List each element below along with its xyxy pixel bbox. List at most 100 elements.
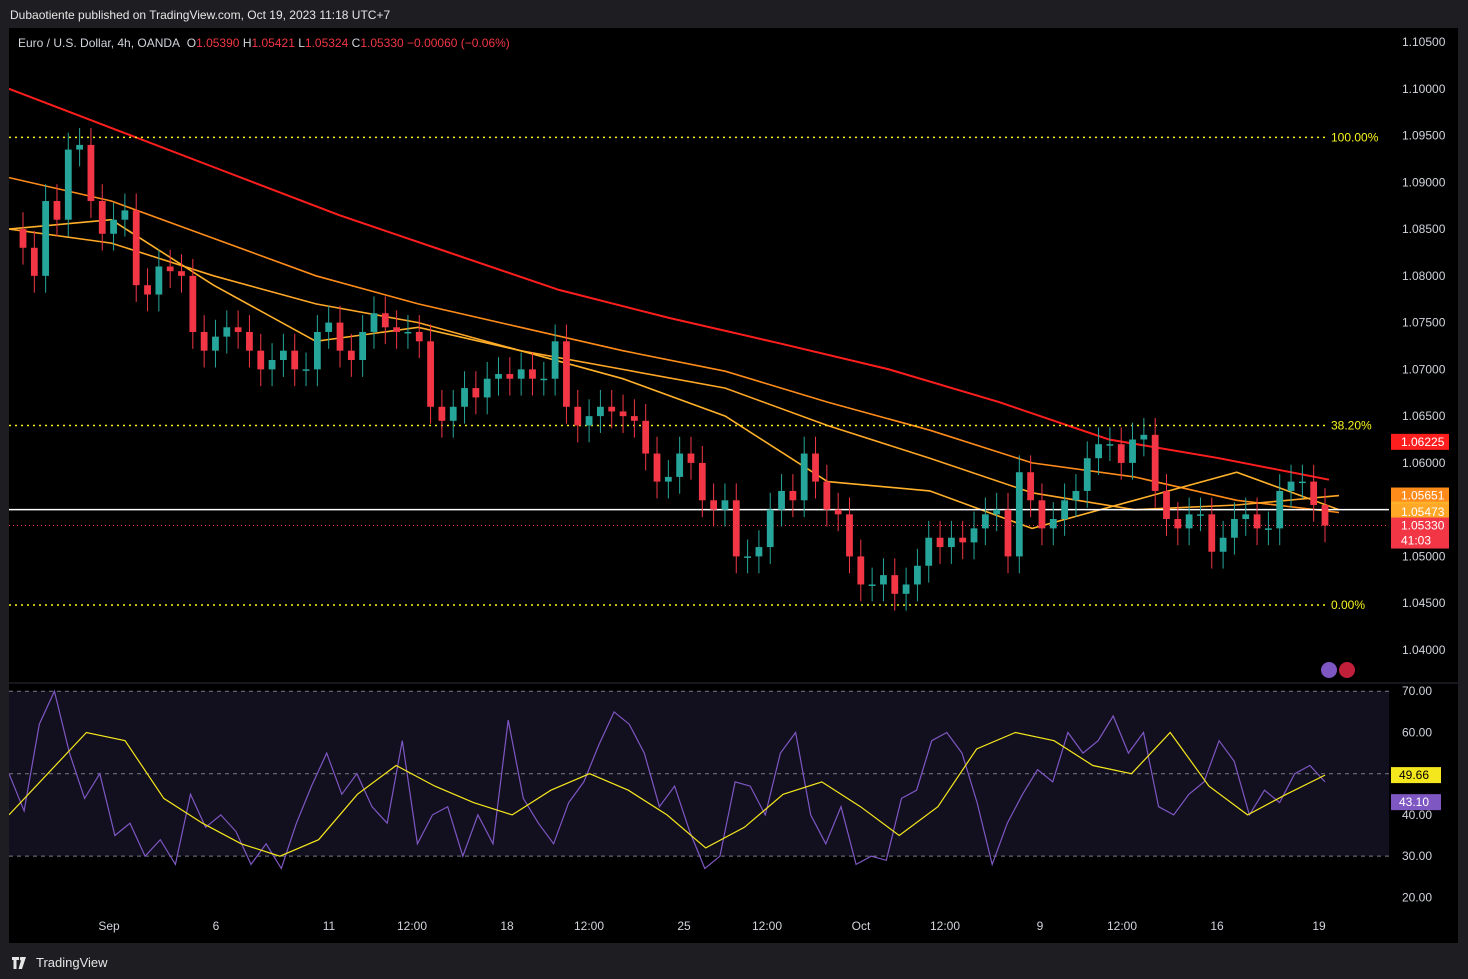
chart-panel[interactable]: 1.10500 1.10000 1.09500 1.09000 1.08500 1.080… — [9, 28, 1458, 943]
chart-canvas[interactable]: 1.10500 1.10000 1.09500 1.09000 1.08500 1.080… — [9, 28, 1458, 943]
candle-body[interactable] — [1061, 500, 1068, 520]
candle-body[interactable] — [812, 453, 819, 482]
candle-body[interactable] — [291, 350, 299, 370]
candle-body[interactable] — [155, 266, 163, 295]
candle-body[interactable] — [529, 369, 536, 379]
candle-body[interactable] — [1038, 500, 1046, 529]
candle-body[interactable] — [1197, 514, 1204, 516]
candle-body[interactable] — [1185, 514, 1193, 529]
candle-body[interactable] — [732, 500, 740, 557]
candle-body[interactable] — [1253, 514, 1261, 529]
candle-body[interactable] — [755, 547, 763, 557]
candle-body[interactable] — [449, 406, 457, 421]
candle-body[interactable] — [1004, 509, 1012, 557]
candle-body[interactable] — [415, 331, 423, 342]
candle-body[interactable] — [1129, 439, 1136, 463]
candle-body[interactable] — [846, 514, 853, 557]
candle-body[interactable] — [1219, 537, 1227, 552]
candle-body[interactable] — [1095, 444, 1102, 459]
candle-body[interactable] — [483, 378, 491, 398]
candle-body[interactable] — [1151, 434, 1159, 491]
candle-body[interactable] — [42, 201, 50, 276]
candle-body[interactable] — [30, 247, 38, 276]
candle-body[interactable] — [970, 528, 978, 543]
candle-body[interactable] — [325, 322, 333, 332]
candle-body[interactable] — [370, 313, 378, 332]
candle-body[interactable] — [347, 350, 355, 361]
candle-body[interactable] — [914, 565, 921, 585]
candle-body[interactable] — [880, 575, 887, 585]
candle-body[interactable] — [495, 374, 502, 379]
candle-body[interactable] — [268, 360, 276, 370]
candle-body[interactable] — [1027, 472, 1035, 501]
candle-body[interactable] — [687, 453, 695, 463]
candle-body[interactable] — [302, 369, 310, 371]
candle-body[interactable] — [427, 341, 434, 407]
candle-body[interactable] — [540, 378, 548, 381]
candle-body[interactable] — [144, 285, 151, 295]
candle-body[interactable] — [234, 327, 242, 332]
candle-body[interactable] — [766, 509, 774, 548]
candle-body[interactable] — [1049, 519, 1057, 529]
candle-body[interactable] — [280, 350, 287, 361]
candle-body[interactable] — [698, 462, 706, 501]
candle-body[interactable] — [789, 490, 797, 501]
candle-body[interactable] — [1163, 490, 1170, 520]
candle-body[interactable] — [630, 416, 638, 421]
candle-body[interactable] — [1072, 490, 1080, 501]
candle-body[interactable] — [1298, 481, 1306, 484]
candle-body[interactable] — [1117, 444, 1125, 463]
candle-body[interactable] — [959, 537, 967, 543]
candle-body[interactable] — [200, 331, 208, 351]
candle-body[interactable] — [551, 341, 559, 379]
candle-body[interactable] — [404, 331, 412, 334]
candle-body[interactable] — [574, 406, 582, 426]
candle-body[interactable] — [744, 556, 751, 558]
candle-body[interactable] — [53, 201, 61, 220]
candle-body[interactable] — [619, 411, 627, 417]
candle-body[interactable] — [110, 219, 117, 234]
candle-body[interactable] — [1015, 472, 1023, 557]
lightning-icon[interactable] — [1321, 662, 1337, 678]
candle-body[interactable] — [676, 453, 684, 477]
candle-body[interactable] — [902, 584, 910, 594]
candle-body[interactable] — [438, 406, 446, 421]
candle-body[interactable] — [981, 514, 989, 529]
candle-body[interactable] — [1208, 514, 1216, 552]
candle-body[interactable] — [19, 229, 27, 248]
candle-body[interactable] — [823, 481, 831, 510]
candle-body[interactable] — [585, 416, 593, 426]
candle-body[interactable] — [223, 327, 231, 337]
candle-body[interactable] — [993, 509, 1001, 515]
candle-body[interactable] — [132, 210, 140, 286]
candle-body[interactable] — [1310, 481, 1318, 505]
candle-body[interactable] — [1174, 519, 1182, 529]
candle-body[interactable] — [517, 369, 525, 379]
candle-body[interactable] — [472, 388, 480, 398]
candle-body[interactable] — [336, 322, 344, 351]
candle-body[interactable] — [778, 490, 785, 510]
candle-body[interactable] — [166, 266, 174, 272]
candle-body[interactable] — [1242, 514, 1250, 520]
candle-body[interactable] — [857, 556, 865, 585]
candle-body[interactable] — [1287, 481, 1295, 491]
candle-body[interactable] — [212, 336, 219, 351]
candle-body[interactable] — [1083, 458, 1091, 491]
candle-body[interactable] — [1140, 434, 1148, 440]
candle-body[interactable] — [121, 210, 129, 220]
candle-body[interactable] — [563, 341, 570, 407]
candle-body[interactable] — [834, 509, 842, 515]
candle-body[interactable] — [1276, 490, 1284, 529]
candle-body[interactable] — [664, 476, 672, 482]
candle-body[interactable] — [597, 406, 604, 417]
candle-body[interactable] — [381, 313, 389, 328]
candle-body[interactable] — [891, 575, 899, 594]
candle-body[interactable] — [710, 500, 718, 510]
candle-body[interactable] — [98, 201, 106, 234]
candle-body[interactable] — [1321, 504, 1329, 526]
candle-body[interactable] — [653, 453, 661, 482]
candle-body[interactable] — [189, 275, 197, 332]
candle-body[interactable] — [87, 144, 95, 202]
candle-body[interactable] — [721, 500, 729, 510]
candle-body[interactable] — [868, 584, 876, 586]
